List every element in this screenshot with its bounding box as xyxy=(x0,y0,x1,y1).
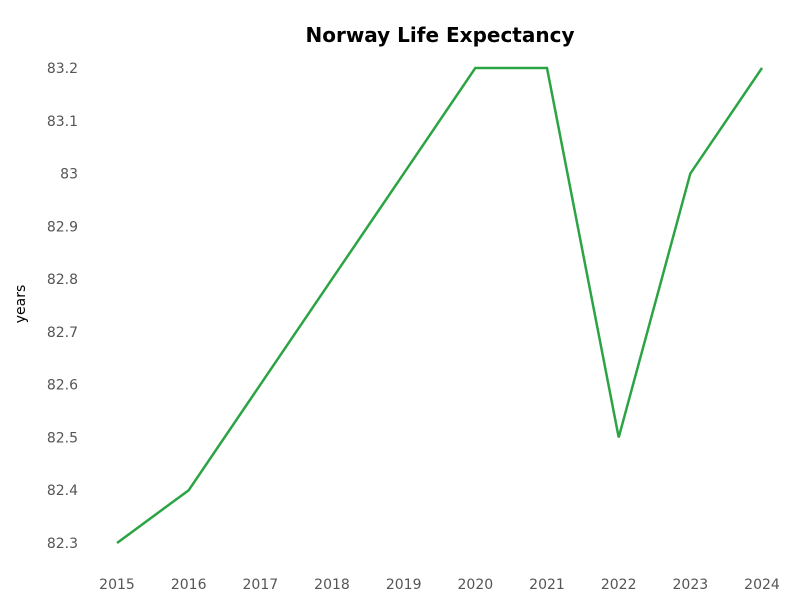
series-line xyxy=(116,66,764,545)
y-tick-label: 83 xyxy=(60,167,78,183)
y-tick-label: 82.6 xyxy=(47,378,78,394)
x-tick-label: 2016 xyxy=(171,577,207,593)
x-tick-label: 2019 xyxy=(386,577,422,593)
y-tick-label: 82.8 xyxy=(47,272,78,288)
x-tick-label: 2024 xyxy=(744,577,780,593)
y-tick-label: 82.3 xyxy=(47,536,78,552)
x-tick-label: 2022 xyxy=(601,577,637,593)
x-tick-label: 2020 xyxy=(458,577,494,593)
x-tick-label: 2017 xyxy=(243,577,279,593)
y-tick-labels: 82.3 82.4 82.5 82.6 82.7 82.8 82.9 83 83.1 83.2 xyxy=(47,61,78,552)
x-tick-labels: 2015 2016 2017 2018 2019 2020 2021 2022 2023 2024 xyxy=(99,577,780,593)
x-tick-label: 2023 xyxy=(673,577,709,593)
y-tick-label: 82.9 xyxy=(47,219,78,235)
y-axis-label: years xyxy=(13,285,29,324)
y-tick-label: 83.2 xyxy=(47,61,78,77)
series-layer xyxy=(116,66,764,545)
y-tick-label: 83.1 xyxy=(47,114,78,130)
x-tick-label: 2015 xyxy=(99,577,135,593)
y-tick-label: 82.5 xyxy=(47,430,78,446)
x-tick-label: 2021 xyxy=(529,577,565,593)
y-tick-label: 82.7 xyxy=(47,325,78,341)
chart-title: Norway Life Expectancy xyxy=(305,23,574,47)
x-tick-label: 2018 xyxy=(314,577,350,593)
y-tick-label: 82.4 xyxy=(47,483,78,499)
